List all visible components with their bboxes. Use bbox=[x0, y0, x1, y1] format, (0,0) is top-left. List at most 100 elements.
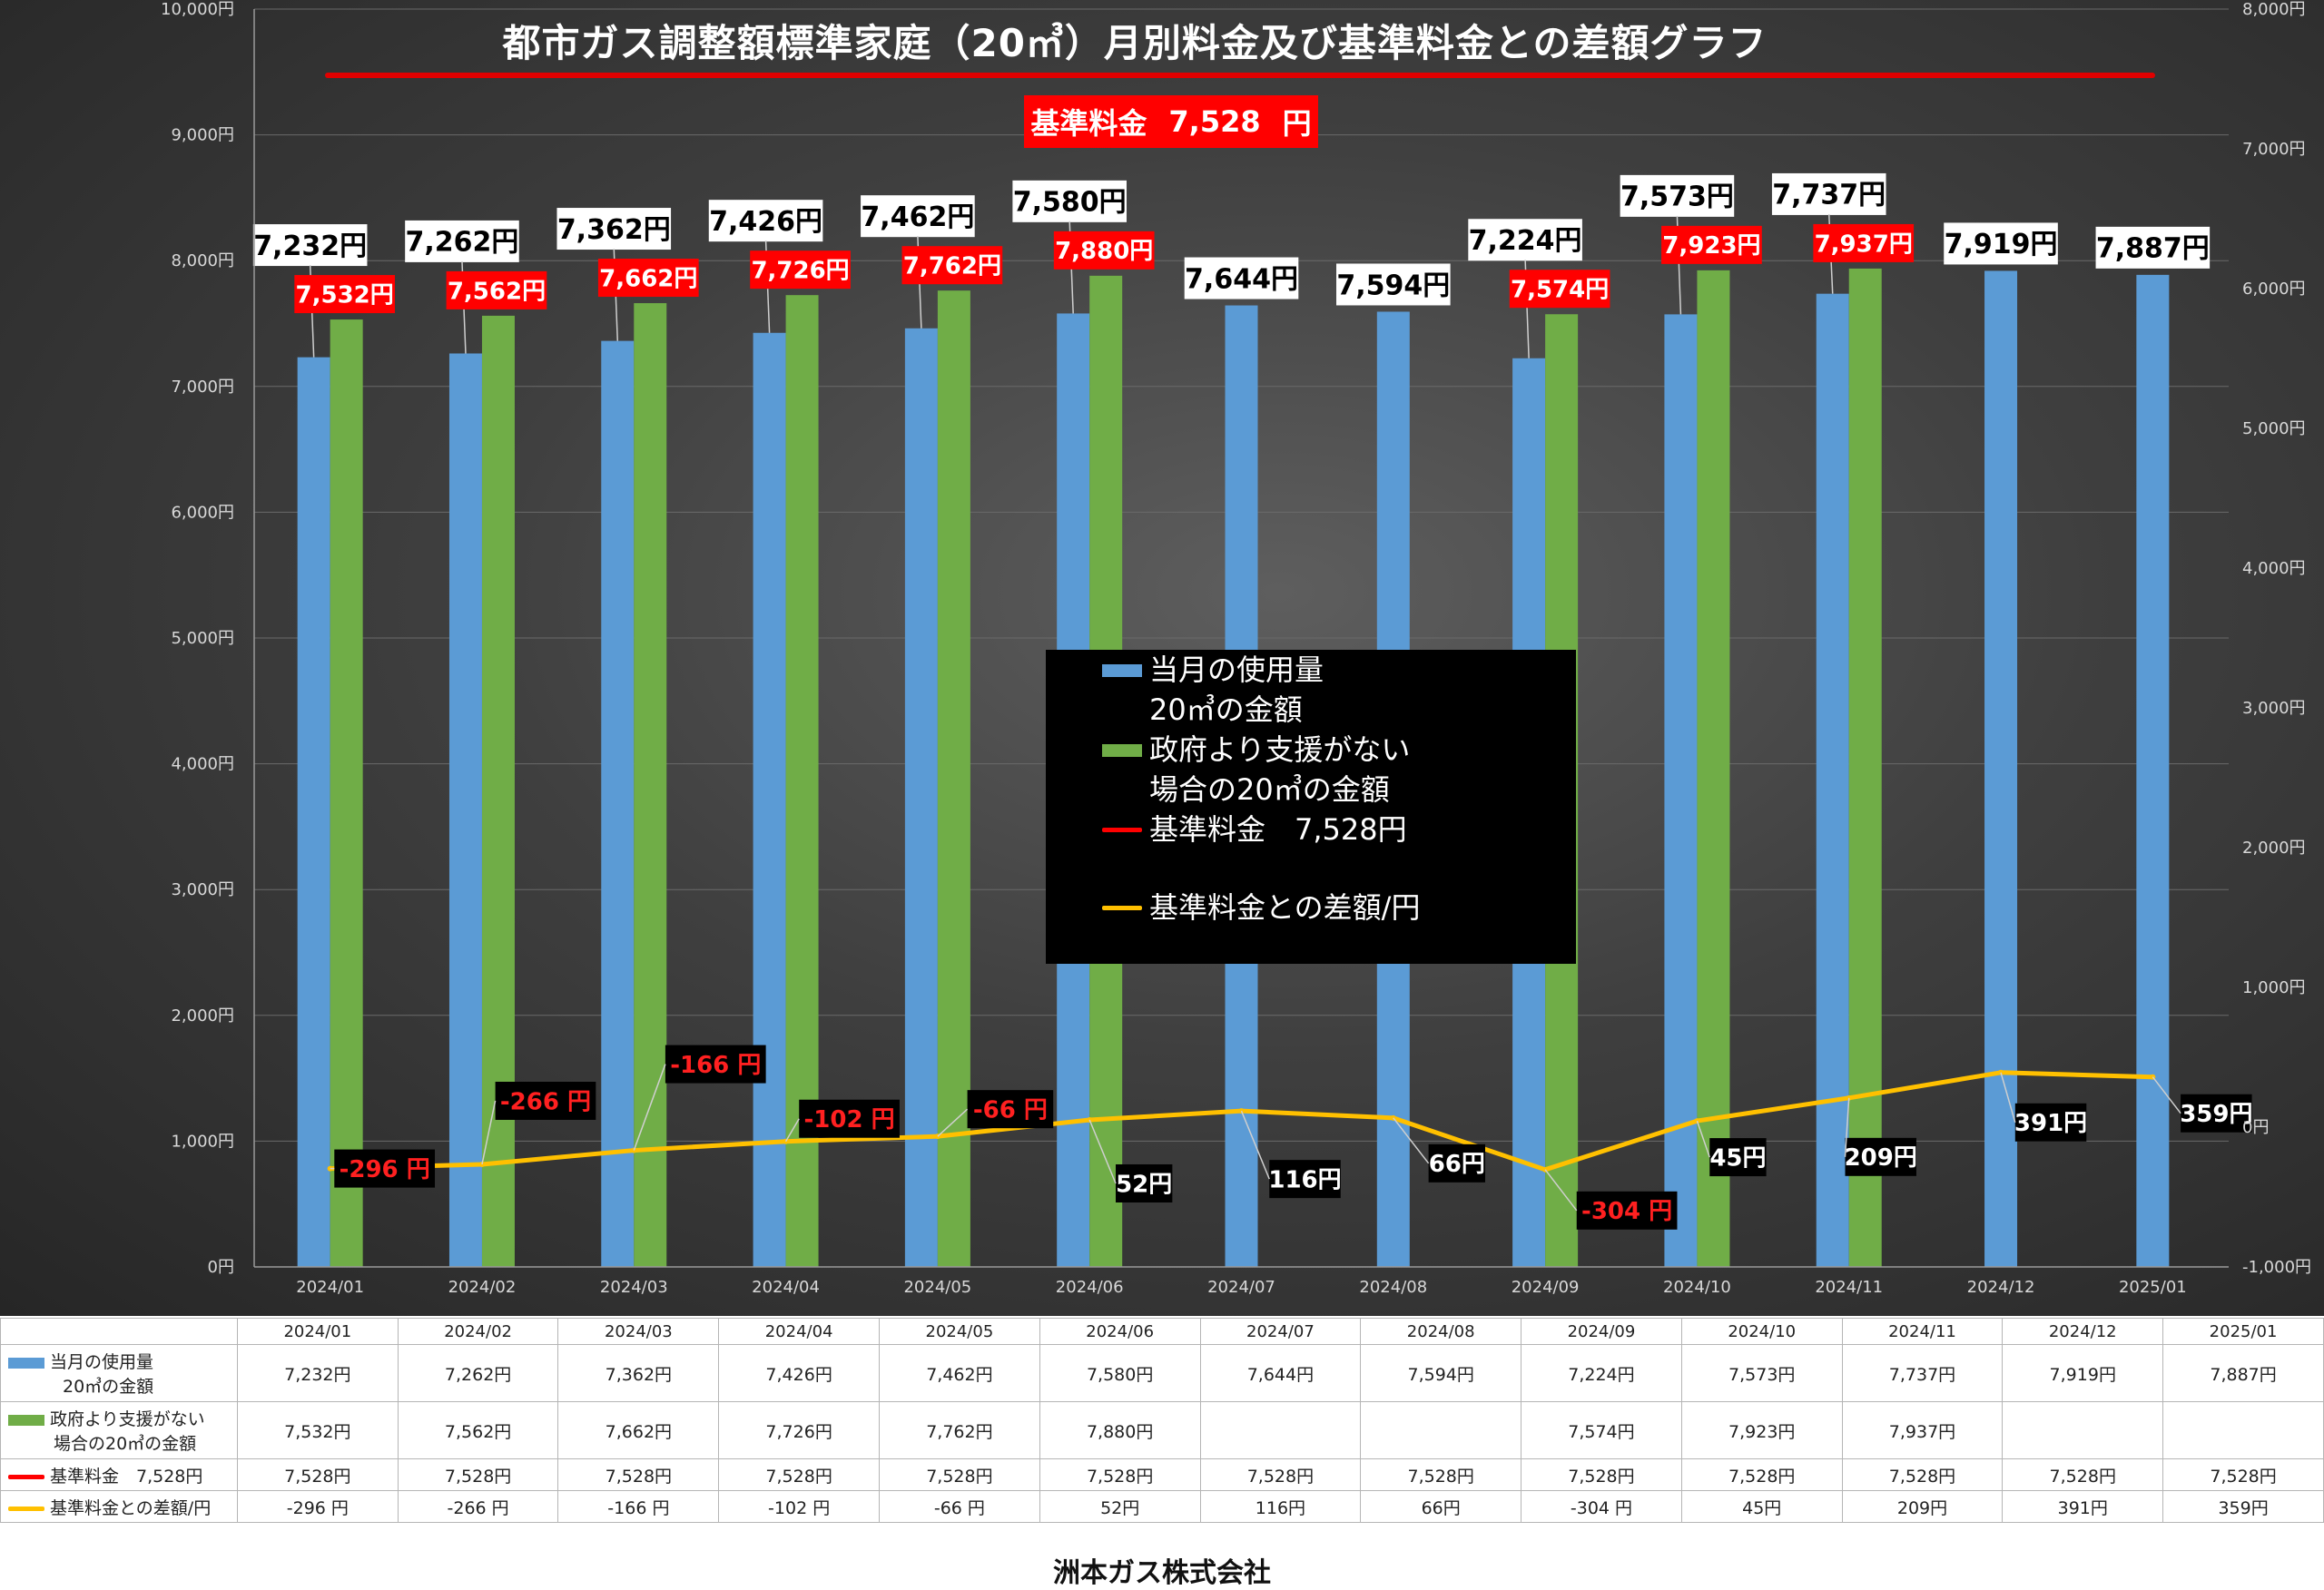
difference-label-bg bbox=[799, 1099, 900, 1138]
table-cell: 391円 bbox=[2002, 1490, 2164, 1523]
bar-no-support-label-text: 7,762円 bbox=[903, 253, 1001, 280]
x-axis-tick-label: 2024/01 bbox=[296, 1278, 364, 1297]
difference-label: -166 円 bbox=[665, 1045, 766, 1084]
left-axis-tick-label: 0円 bbox=[208, 1258, 234, 1277]
table-cell: 7,528円 bbox=[1521, 1458, 1682, 1491]
leader-line bbox=[633, 1064, 666, 1151]
difference-label: 52円 bbox=[1116, 1163, 1173, 1202]
difference-label: -266 円 bbox=[495, 1081, 596, 1120]
row-swatch-green bbox=[8, 1414, 44, 1426]
table-cell: 7,462円 bbox=[879, 1344, 1040, 1402]
right-axis-tick-label: 2,000円 bbox=[2242, 839, 2306, 858]
bar-current-label-text: 7,462円 bbox=[861, 201, 974, 233]
bar-no-support-label: 7,880円 bbox=[1053, 231, 1155, 270]
table-cell: 45円 bbox=[1680, 1490, 1843, 1523]
table-cell: 359円 bbox=[2162, 1490, 2324, 1523]
leader-line bbox=[481, 1100, 497, 1165]
x-axis-tick-label: 2024/07 bbox=[1207, 1278, 1275, 1297]
bar-current-label: 7,644円 bbox=[1184, 257, 1299, 299]
bar-current-label-bg bbox=[1620, 174, 1735, 217]
difference-label: 116円 bbox=[1268, 1160, 1342, 1199]
table-cell: 7,580円 bbox=[1039, 1344, 1201, 1402]
difference-label-bg bbox=[2181, 1094, 2252, 1133]
table-header-cell: 2024/02 bbox=[397, 1318, 559, 1345]
bar-current bbox=[2136, 274, 2170, 1267]
bar-current-label-bg bbox=[1771, 172, 1886, 215]
bar-no-support-label-bg bbox=[294, 275, 396, 314]
bar-current-label: 7,426円 bbox=[708, 200, 823, 242]
bar-current-label-bg bbox=[861, 195, 975, 238]
difference-label-bg bbox=[334, 1149, 436, 1188]
table-header-cell: 2024/06 bbox=[1039, 1318, 1201, 1345]
difference-label-text: 52円 bbox=[1116, 1171, 1172, 1198]
table-cell: 7,737円 bbox=[1841, 1344, 2004, 1402]
table-row-header: 基準料金との差額/円 bbox=[0, 1490, 238, 1523]
leader-line bbox=[2000, 1072, 2016, 1123]
table-cell: -304 円 bbox=[1521, 1490, 1682, 1523]
bar-current-label-text: 7,426円 bbox=[709, 206, 822, 238]
table-corner bbox=[0, 1318, 238, 1345]
legend-item-no-support: 政府より支援がない 場合の20㎥の金額 bbox=[1102, 730, 1410, 810]
bar-no-support-label-bg bbox=[901, 246, 1003, 285]
table-cell bbox=[1360, 1401, 1522, 1459]
table-cell: 7,528円 bbox=[1360, 1458, 1522, 1491]
x-axis-tick-label: 2024/11 bbox=[1815, 1278, 1883, 1297]
table-cell: 7,937円 bbox=[1841, 1401, 2004, 1459]
bar-no-support-label-text: 7,937円 bbox=[1815, 231, 1913, 258]
table-cell: 7,574円 bbox=[1521, 1401, 1682, 1459]
legend-swatch-yellow bbox=[1102, 906, 1142, 910]
bar-current-label: 7,232円 bbox=[252, 224, 368, 267]
x-axis-tick-label: 2025/01 bbox=[2119, 1278, 2187, 1297]
table-cell: 7,224円 bbox=[1521, 1344, 1682, 1402]
bar-no-support-label-text: 7,562円 bbox=[448, 278, 546, 305]
legend-item-difference: 基準料金との差額/円 bbox=[1102, 888, 1420, 928]
table-cell: 52円 bbox=[1039, 1490, 1201, 1523]
table-cell: -66 円 bbox=[879, 1490, 1040, 1523]
bar-no-support-label-text: 7,923円 bbox=[1662, 232, 1760, 260]
difference-label: 45円 bbox=[1709, 1138, 1767, 1177]
bar-current-label: 7,580円 bbox=[1012, 180, 1127, 222]
difference-label-bg bbox=[1116, 1163, 1173, 1202]
chart-area: 7,232円 7,262円 7,362円 7,426円 7,462円 7,580円 7,64… bbox=[0, 0, 2324, 1316]
leader-line bbox=[1844, 1097, 1850, 1157]
left-axis-tick-label: 9,000円 bbox=[171, 126, 234, 145]
bar-no-support-label-bg bbox=[1509, 270, 1610, 309]
leader-line bbox=[1696, 1120, 1710, 1158]
table-cell: 7,919円 bbox=[2002, 1344, 2164, 1402]
table-cell: 7,528円 bbox=[1039, 1458, 1201, 1491]
bar-current-label-text: 7,580円 bbox=[1013, 187, 1127, 219]
difference-label-bg bbox=[1576, 1191, 1678, 1230]
difference-label-text: -66 円 bbox=[973, 1097, 1048, 1124]
x-axis-tick-label: 2024/08 bbox=[1359, 1278, 1427, 1297]
bar-no-support-label: 7,662円 bbox=[597, 259, 699, 298]
table-cell: 7,528円 bbox=[1199, 1458, 1362, 1491]
table-cell: 7,528円 bbox=[718, 1458, 881, 1491]
table-cell: -102 円 bbox=[718, 1490, 881, 1523]
bar-no-support-label-text: 7,532円 bbox=[296, 281, 394, 309]
bar-current-label-text: 7,262円 bbox=[406, 227, 519, 259]
row-swatch-blue bbox=[8, 1357, 44, 1369]
bar-no-support-label-bg bbox=[446, 270, 547, 309]
table-header-cell: 2024/08 bbox=[1360, 1318, 1522, 1345]
bar-current-label-bg bbox=[405, 220, 519, 262]
right-axis-tick-label: 5,000円 bbox=[2242, 419, 2306, 438]
table-row-header: 政府より支援がない 場合の20㎥の金額 bbox=[0, 1401, 238, 1459]
table-header-cell: 2024/12 bbox=[2002, 1318, 2164, 1345]
table-cell: 7,528円 bbox=[557, 1458, 720, 1491]
x-axis-tick-label: 2024/03 bbox=[600, 1278, 668, 1297]
left-axis-tick-label: 1,000円 bbox=[171, 1132, 234, 1151]
table-header-cell: 2024/01 bbox=[236, 1318, 399, 1345]
bar-current-label: 7,594円 bbox=[1336, 263, 1451, 306]
bar-current-label: 7,573円 bbox=[1620, 174, 1735, 217]
difference-label: -296 円 bbox=[334, 1149, 436, 1188]
legend-item-standard: 基準料金 7,528円 bbox=[1102, 810, 1407, 849]
table-header-cell: 2024/04 bbox=[718, 1318, 881, 1345]
table-header-cell: 2024/03 bbox=[557, 1318, 720, 1345]
right-axis-tick-label: 0円 bbox=[2242, 1118, 2269, 1137]
leader-line bbox=[2152, 1076, 2181, 1114]
bar-no-support-label-bg bbox=[597, 259, 699, 298]
table-cell: 7,426円 bbox=[718, 1344, 881, 1402]
bar-current bbox=[448, 353, 482, 1267]
table-cell: 7,362円 bbox=[557, 1344, 720, 1402]
difference-label-bg bbox=[1709, 1138, 1767, 1177]
